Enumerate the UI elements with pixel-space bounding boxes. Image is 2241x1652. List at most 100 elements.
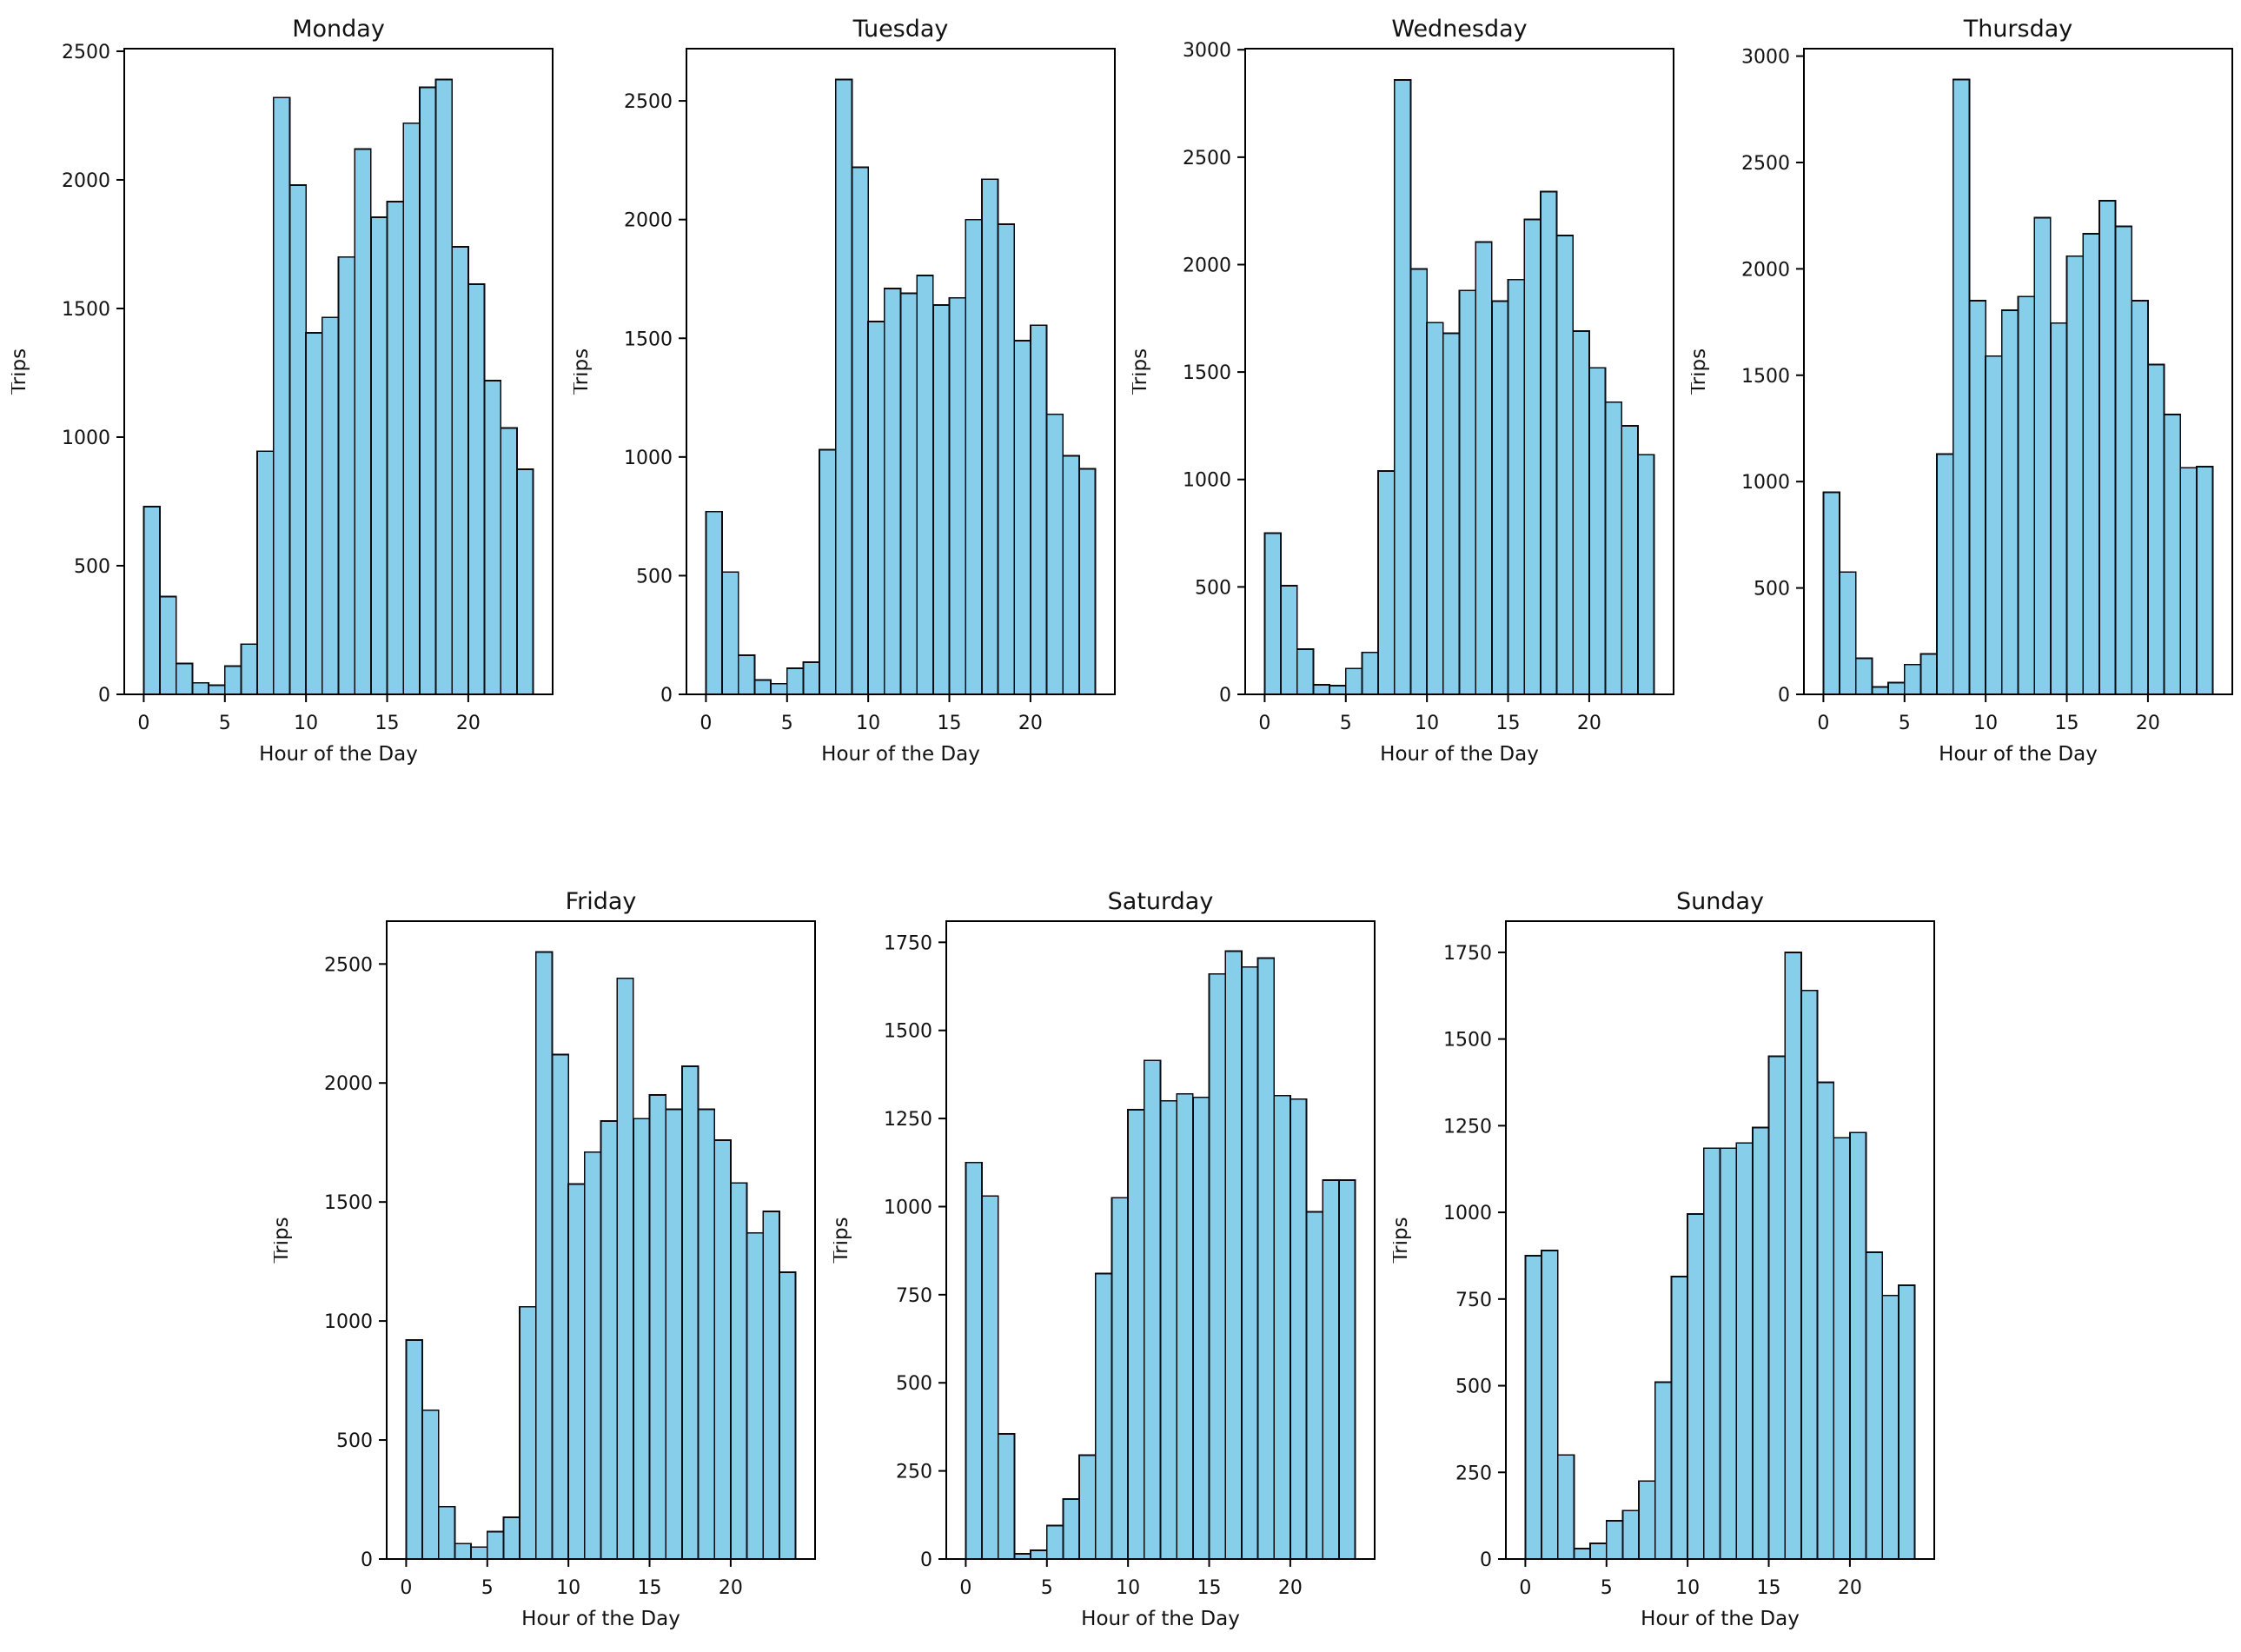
- bar-hour-22: [1881, 1294, 1900, 1560]
- subplot-monday: 0 500 1000 1500 2000 2500 0 5 10 15 20 Monday Hour o…: [11, 5, 572, 766]
- y-tick-label: 1000: [1741, 472, 1790, 494]
- chart-title: Saturday: [1108, 888, 1214, 915]
- bar-hour-20: [1029, 324, 1048, 695]
- x-axis-label: Hour of the Day: [259, 743, 418, 766]
- bar-hour-1: [721, 571, 739, 695]
- bar-hour-7: [1377, 469, 1396, 695]
- bar-hour-10: [1687, 1213, 1705, 1560]
- bar-hour-8: [1094, 1272, 1113, 1560]
- plot-frame: [1803, 48, 2233, 695]
- bar-hour-14: [1751, 1126, 1770, 1560]
- bar-hour-14: [932, 304, 951, 695]
- bar-hour-17: [1539, 190, 1558, 695]
- bar-hour-5: [1903, 663, 1922, 695]
- bar-hour-12: [899, 292, 918, 695]
- bar-hour-13: [2033, 216, 2052, 695]
- plot-frame: [1505, 920, 1935, 1560]
- bar-hour-22: [1322, 1179, 1340, 1560]
- x-tick-label: 20: [2136, 713, 2160, 734]
- x-tick-label: 15: [2055, 713, 2079, 734]
- y-tick-label: 500: [1455, 1377, 1492, 1398]
- y-tick-label: 0: [920, 1549, 932, 1571]
- bar-hour-13: [1176, 1092, 1194, 1560]
- bar-hour-19: [713, 1139, 732, 1560]
- x-tick-label: 20: [1577, 713, 1601, 734]
- bar-hour-7: [256, 450, 275, 695]
- plot-frame: [945, 920, 1376, 1560]
- subplot-wednesday: 0 500 1000 1500 2000 2500 3000 0 5 10 15 20 Wednesda…: [1132, 5, 1693, 766]
- bars-group: [1524, 952, 1916, 1560]
- chart-canvas: 0 500 1000 1500 2000 2500 0 5 10 15 20 Monday Hour o…: [11, 16, 554, 766]
- bar-hour-11: [321, 316, 340, 695]
- bar-hour-0: [1822, 491, 1840, 695]
- y-tick-label: 2500: [624, 91, 673, 113]
- chart-canvas: 0 250 500 750 1000 1250 1500 1750 0 5 10 15 20 Saturd…: [833, 888, 1376, 1630]
- y-tick-label: 2000: [1741, 259, 1790, 281]
- y-tick-label: 1000: [884, 1197, 932, 1218]
- x-tick-label: 5: [1340, 713, 1352, 734]
- bar-hour-19: [1833, 1137, 1851, 1560]
- y-tick-label: 0: [98, 685, 110, 707]
- bar-hour-15: [386, 201, 405, 695]
- bar-hour-22: [500, 427, 518, 695]
- y-tick-label: 1250: [884, 1109, 932, 1131]
- plot-frame: [686, 48, 1116, 695]
- bar-hour-18: [997, 223, 1016, 695]
- chart-canvas: 0 500 1000 1500 2000 2500 3000 0 5 10 15 20 Wednesda…: [1132, 16, 1674, 766]
- y-tick-label: 1000: [62, 428, 110, 449]
- x-tick-label: 20: [456, 713, 481, 734]
- y-tick-label: 500: [1195, 577, 1231, 599]
- bar-hour-8: [272, 96, 291, 695]
- y-tick-label: 0: [1219, 685, 1231, 707]
- bar-hour-16: [402, 122, 421, 695]
- bar-hour-16: [1523, 218, 1542, 695]
- x-tick-label: 15: [1757, 1577, 1781, 1599]
- chart-canvas: 0 500 1000 1500 2000 2500 0 5 10 15 20 Tuesday Hour …: [574, 16, 1116, 766]
- bar-hour-22: [1621, 425, 1639, 695]
- x-tick-label: 10: [556, 1577, 580, 1599]
- bars-group: [705, 78, 1097, 695]
- bar-hour-12: [1719, 1147, 1738, 1560]
- bar-hour-23: [1637, 454, 1655, 695]
- bar-hour-10: [1985, 355, 2003, 695]
- x-tick-label: 15: [638, 1577, 662, 1599]
- y-axis-label: Trips: [274, 1217, 293, 1264]
- x-tick-label: 10: [1116, 1577, 1140, 1599]
- bar-hour-15: [2065, 255, 2085, 695]
- bar-hour-19: [2131, 300, 2149, 695]
- bar-hour-18: [1555, 235, 1575, 695]
- y-axis-label: Trips: [1132, 348, 1151, 395]
- x-tick-label: 5: [1899, 713, 1911, 734]
- bar-hour-10: [567, 1183, 586, 1560]
- x-axis-label: Hour of the Day: [521, 1608, 680, 1630]
- bar-hour-17: [1240, 965, 1259, 1560]
- y-tick-label: 0: [660, 685, 673, 707]
- bar-hour-7: [1638, 1480, 1656, 1560]
- x-axis-label: Hour of the Day: [1641, 1608, 1800, 1630]
- bar-hour-6: [240, 643, 259, 695]
- y-axis-label: Trips: [574, 348, 593, 395]
- bar-hour-15: [948, 296, 967, 695]
- y-tick-label: 0: [1480, 1549, 1492, 1571]
- y-axis-label: Trips: [1393, 1217, 1412, 1264]
- bar-hour-10: [1127, 1109, 1145, 1560]
- y-tick-label: 1500: [884, 1021, 932, 1043]
- bar-hour-0: [965, 1161, 983, 1560]
- bar-hour-5: [223, 665, 242, 695]
- y-axis-label: Trips: [833, 1217, 852, 1264]
- bar-hour-23: [1078, 468, 1097, 695]
- bar-hour-14: [2049, 322, 2068, 695]
- y-tick-label: 500: [74, 556, 110, 578]
- x-axis-label: Hour of the Day: [821, 743, 980, 766]
- bar-hour-19: [1013, 340, 1031, 695]
- bar-hour-18: [434, 78, 454, 695]
- bar-hour-12: [1159, 1099, 1178, 1560]
- bar-hour-18: [2114, 225, 2133, 695]
- x-tick-label: 0: [1258, 713, 1270, 734]
- bar-hour-5: [786, 667, 805, 695]
- x-tick-label: 10: [1675, 1577, 1700, 1599]
- bar-hour-13: [616, 977, 634, 1560]
- y-tick-label: 2500: [324, 954, 373, 976]
- x-tick-label: 15: [938, 713, 962, 734]
